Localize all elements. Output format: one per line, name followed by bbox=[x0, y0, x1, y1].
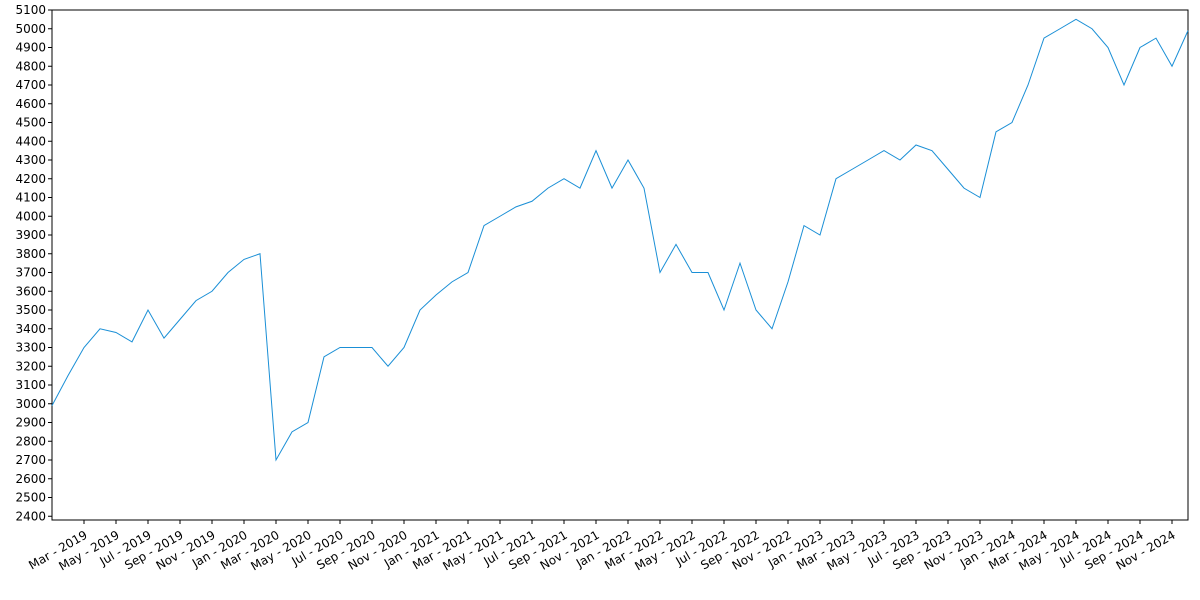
y-tick-label: 3800 bbox=[15, 247, 46, 261]
y-tick-label: 3200 bbox=[15, 359, 46, 373]
y-tick-label: 4700 bbox=[15, 78, 46, 92]
y-tick-label: 4100 bbox=[15, 191, 46, 205]
y-tick-label: 4800 bbox=[15, 59, 46, 73]
y-tick-label: 2700 bbox=[15, 453, 46, 467]
y-tick-label: 3500 bbox=[15, 303, 46, 317]
y-tick-label: 2500 bbox=[15, 491, 46, 505]
y-tick-label: 2800 bbox=[15, 434, 46, 448]
y-tick-label: 2900 bbox=[15, 416, 46, 430]
y-tick-label: 4600 bbox=[15, 97, 46, 111]
y-tick-label: 4200 bbox=[15, 172, 46, 186]
y-tick-label: 3700 bbox=[15, 266, 46, 280]
y-tick-label: 4000 bbox=[15, 209, 46, 223]
y-tick-label: 5100 bbox=[15, 3, 46, 17]
y-tick-label: 4900 bbox=[15, 41, 46, 55]
y-tick-label: 3600 bbox=[15, 284, 46, 298]
series-line bbox=[51, 18, 1189, 462]
y-tick-label: 3400 bbox=[15, 322, 46, 336]
y-tick-label: 2400 bbox=[15, 509, 46, 523]
y-tick-label: 2600 bbox=[15, 472, 46, 486]
y-tick-label: 3300 bbox=[15, 341, 46, 355]
plot-frame bbox=[51, 9, 1189, 521]
y-tick-label: 3900 bbox=[15, 228, 46, 242]
y-tick-label: 3000 bbox=[15, 397, 46, 411]
y-tick-label: 4500 bbox=[15, 116, 46, 130]
y-tick-label: 4300 bbox=[15, 153, 46, 167]
y-tick-label: 3100 bbox=[15, 378, 46, 392]
y-tick-label: 5000 bbox=[15, 22, 46, 36]
y-tick-label: 4400 bbox=[15, 134, 46, 148]
